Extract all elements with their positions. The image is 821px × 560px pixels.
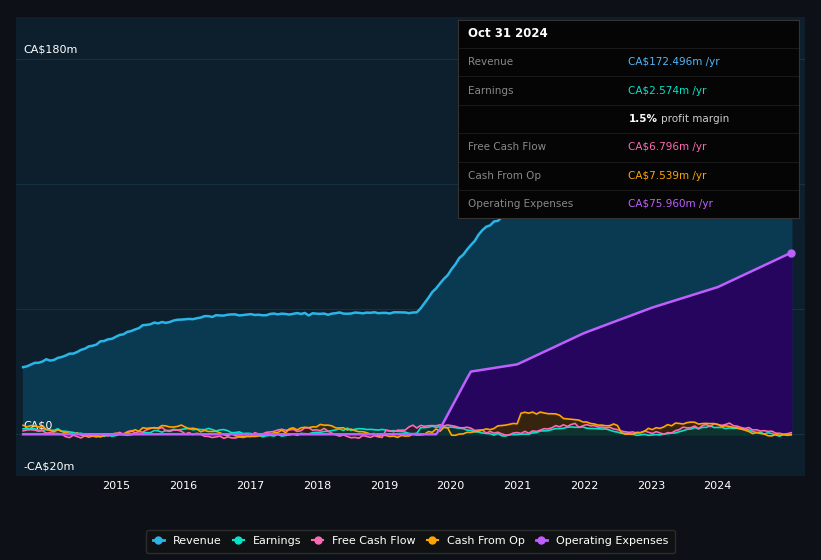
Earnings xyxy=(161,427,171,434)
Free Cash Flow xyxy=(18,427,28,434)
Line: Earnings: Earnings xyxy=(23,426,791,437)
Line: Revenue: Revenue xyxy=(23,68,791,367)
Line: Operating Expenses: Operating Expenses xyxy=(23,253,791,434)
Text: profit margin: profit margin xyxy=(661,114,729,124)
Cash From Op xyxy=(161,423,171,430)
Operating Expenses xyxy=(161,431,171,437)
Free Cash Flow xyxy=(65,434,75,441)
Text: Cash From Op: Cash From Op xyxy=(468,171,541,181)
Revenue xyxy=(787,66,796,72)
Operating Expenses xyxy=(65,431,75,437)
Text: Earnings: Earnings xyxy=(468,86,514,96)
Revenue xyxy=(721,88,731,95)
Text: Free Cash Flow: Free Cash Flow xyxy=(468,142,547,152)
Text: CA$75.960m /yr: CA$75.960m /yr xyxy=(629,199,713,209)
Text: CA$0: CA$0 xyxy=(23,420,53,430)
Free Cash Flow xyxy=(227,435,236,441)
Text: Operating Expenses: Operating Expenses xyxy=(468,199,574,209)
Cash From Op xyxy=(728,424,738,431)
Operating Expenses xyxy=(18,431,28,437)
Cash From Op xyxy=(787,431,796,438)
Line: Cash From Op: Cash From Op xyxy=(23,412,791,437)
Earnings xyxy=(705,422,715,429)
Cash From Op xyxy=(392,434,402,441)
Line: Free Cash Flow: Free Cash Flow xyxy=(23,423,791,438)
Text: CA$2.574m /yr: CA$2.574m /yr xyxy=(629,86,707,96)
Revenue xyxy=(222,311,232,318)
Text: CA$172.496m /yr: CA$172.496m /yr xyxy=(629,57,720,67)
Free Cash Flow xyxy=(161,427,171,434)
Earnings xyxy=(258,433,268,440)
Cash From Op xyxy=(528,409,538,416)
Earnings xyxy=(65,428,75,435)
Cash From Op xyxy=(65,430,75,437)
Earnings xyxy=(728,425,738,432)
Revenue xyxy=(748,72,758,78)
Free Cash Flow xyxy=(219,435,229,442)
Free Cash Flow xyxy=(787,430,796,436)
Revenue xyxy=(161,320,171,326)
Operating Expenses xyxy=(222,431,232,437)
Earnings xyxy=(49,427,59,434)
Text: CA$7.539m /yr: CA$7.539m /yr xyxy=(629,171,707,181)
Free Cash Flow xyxy=(728,422,738,429)
Cash From Op xyxy=(222,432,232,439)
Cash From Op xyxy=(18,422,28,428)
Text: CA$180m: CA$180m xyxy=(23,44,77,54)
Text: -CA$20m: -CA$20m xyxy=(23,462,75,472)
Legend: Revenue, Earnings, Free Cash Flow, Cash From Op, Operating Expenses: Revenue, Earnings, Free Cash Flow, Cash … xyxy=(146,530,675,553)
Earnings xyxy=(787,431,796,438)
Text: Revenue: Revenue xyxy=(468,57,513,67)
Cash From Op xyxy=(49,428,59,435)
Revenue xyxy=(782,65,792,72)
Text: 1.5%: 1.5% xyxy=(629,114,658,124)
Operating Expenses xyxy=(721,280,731,287)
Earnings xyxy=(755,429,765,436)
Text: Oct 31 2024: Oct 31 2024 xyxy=(468,27,548,40)
Revenue xyxy=(65,351,75,357)
Cash From Op xyxy=(755,430,765,437)
Free Cash Flow xyxy=(755,428,765,435)
Free Cash Flow xyxy=(725,420,735,427)
Free Cash Flow xyxy=(49,430,59,437)
Text: CA$6.796m /yr: CA$6.796m /yr xyxy=(629,142,707,152)
Operating Expenses xyxy=(49,431,59,437)
Earnings xyxy=(18,426,28,432)
Revenue xyxy=(18,364,28,371)
Operating Expenses xyxy=(787,249,796,256)
Revenue xyxy=(49,357,59,363)
Operating Expenses xyxy=(748,267,758,274)
Earnings xyxy=(222,427,232,434)
